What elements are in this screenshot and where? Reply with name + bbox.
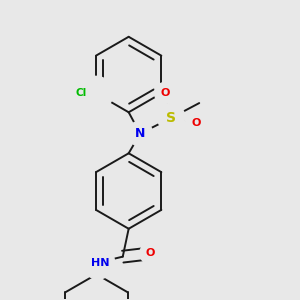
Circle shape — [185, 112, 207, 134]
Circle shape — [158, 104, 185, 132]
Text: N: N — [135, 127, 145, 140]
Circle shape — [79, 76, 113, 110]
Circle shape — [154, 82, 176, 104]
Circle shape — [128, 121, 153, 146]
Circle shape — [140, 242, 161, 264]
Circle shape — [82, 246, 115, 279]
Text: S: S — [166, 111, 176, 125]
Text: HN: HN — [91, 258, 109, 268]
Text: O: O — [161, 88, 170, 98]
Text: O: O — [146, 248, 155, 258]
Text: O: O — [191, 118, 201, 128]
Text: Cl: Cl — [76, 88, 87, 98]
